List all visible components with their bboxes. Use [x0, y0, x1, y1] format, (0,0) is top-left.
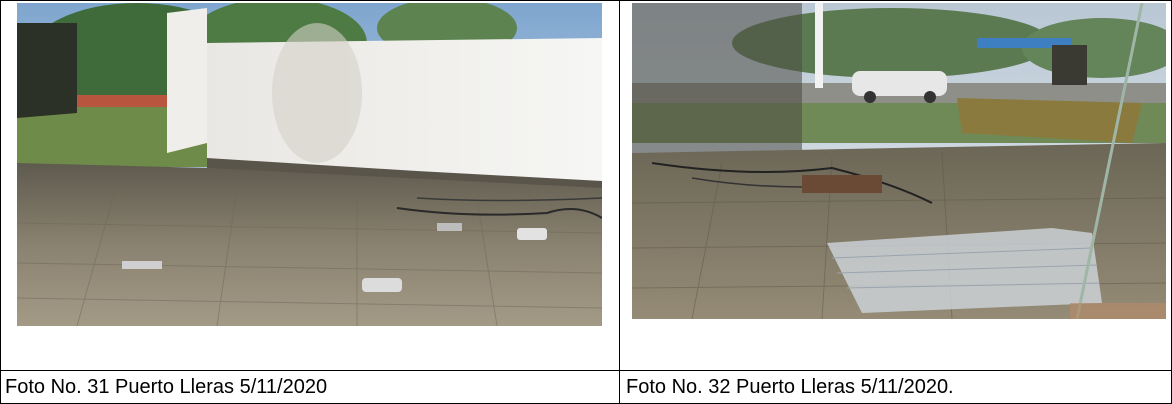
photo-31-caption: Foto No. 31 Puerto Lleras 5/11/2020 [5, 376, 328, 398]
table-row-divider [0, 370, 1172, 371]
photo-32-caption: Foto No. 32 Puerto Lleras 5/11/2020. [626, 376, 954, 398]
table-border-top [0, 0, 1172, 1]
photo-31 [17, 3, 602, 326]
photo-32 [632, 3, 1166, 319]
table-column-divider [619, 0, 620, 404]
table-border-left [0, 0, 1, 404]
